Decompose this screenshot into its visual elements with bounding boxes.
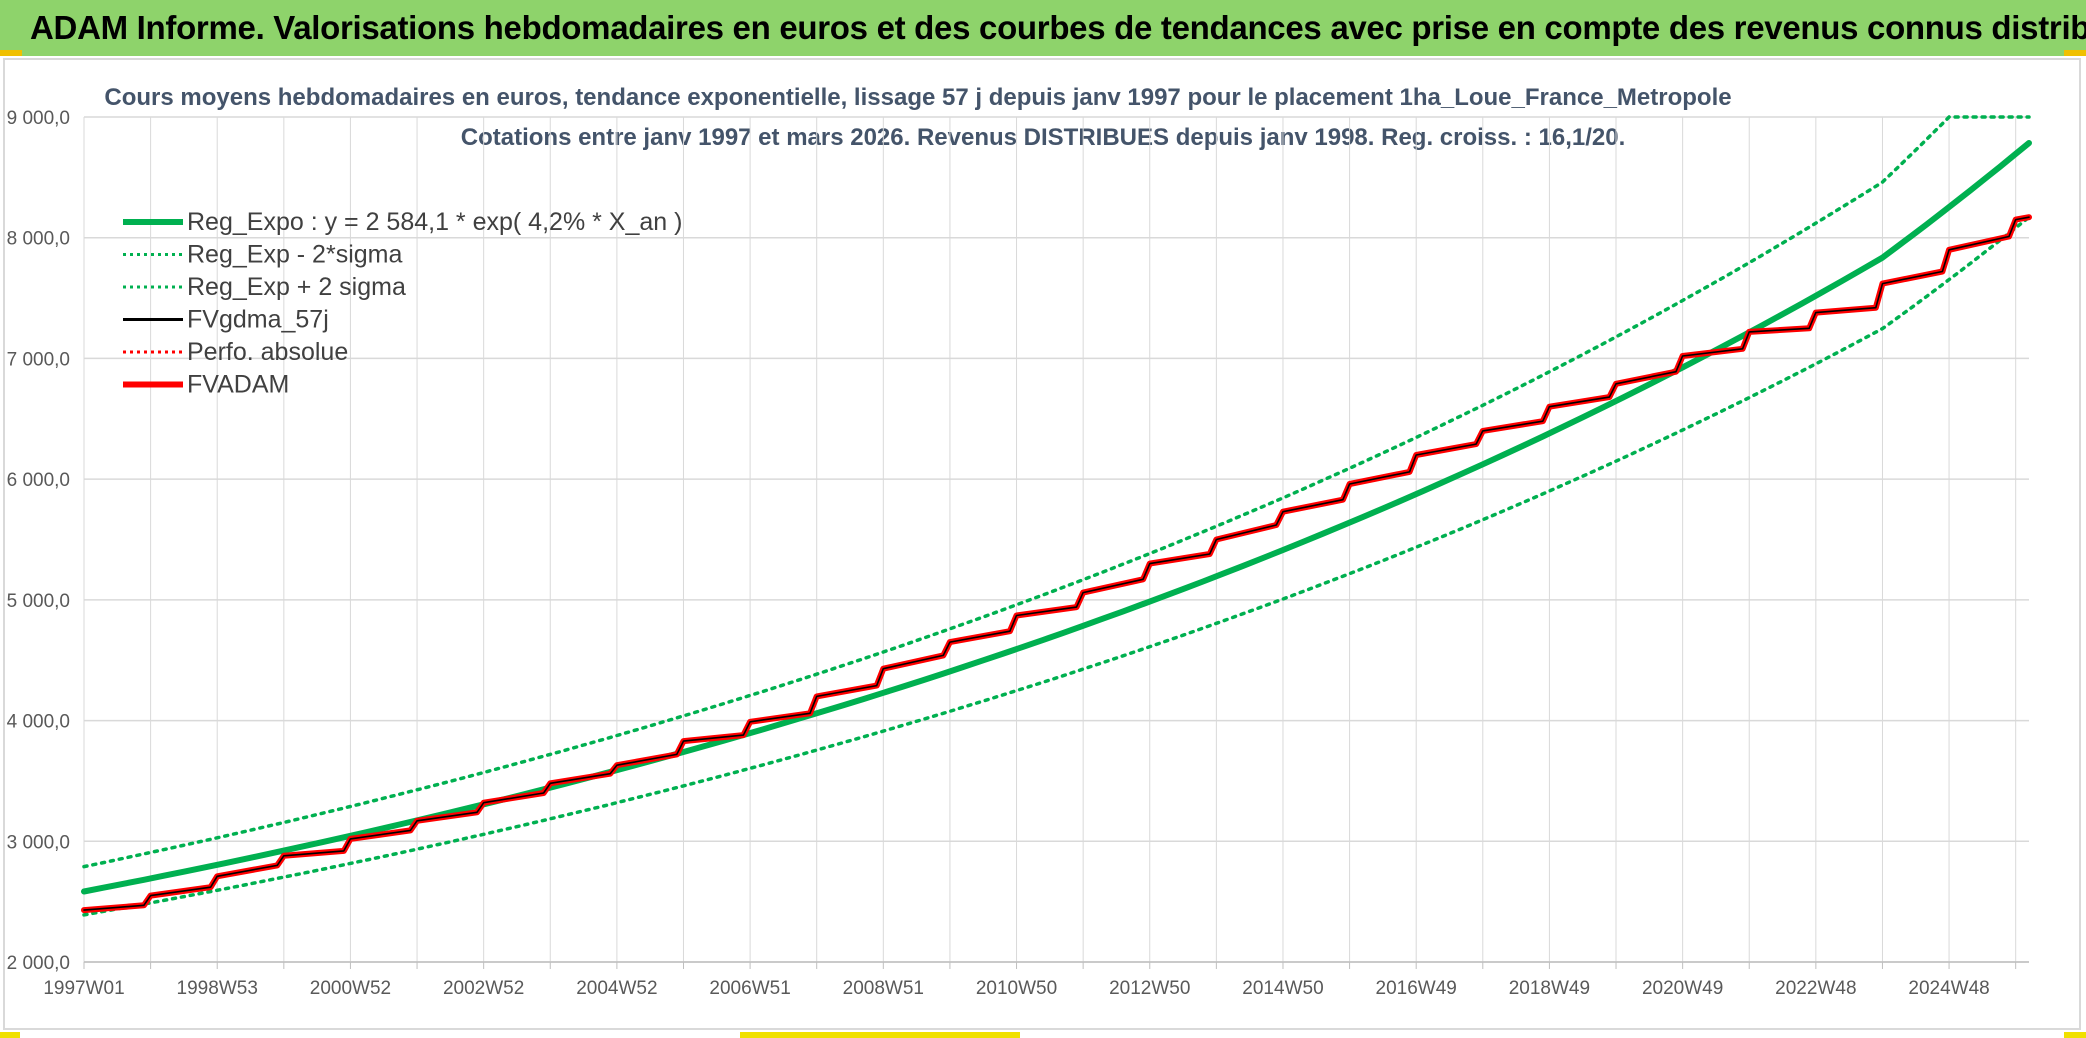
x-tick-label: 2008W51 bbox=[843, 978, 924, 999]
chart-title: Cours moyens hebdomadaires en euros, ten… bbox=[104, 84, 1731, 111]
bottom-accent-center bbox=[740, 1032, 1020, 1038]
x-tick-label: 2016W49 bbox=[1376, 978, 1457, 999]
bottom-accent-left bbox=[0, 1032, 20, 1038]
legend: Reg_Expo : y = 2 584,1 * exp( 4,2% * X_a… bbox=[123, 208, 682, 399]
legend-label-reg_expo: Reg_Expo : y = 2 584,1 * exp( 4,2% * X_a… bbox=[187, 208, 682, 236]
x-tick-label: 2024W48 bbox=[1908, 978, 1989, 999]
x-tick-label: 2010W50 bbox=[976, 978, 1057, 999]
x-tick-label: 2012W50 bbox=[1109, 978, 1190, 999]
x-tick-label: 1997W01 bbox=[43, 978, 124, 999]
y-tick-label: 9 000,0 bbox=[7, 108, 70, 129]
legend-label-reg_hi: Reg_Exp + 2 sigma bbox=[187, 273, 406, 301]
x-tick-label: 1998W53 bbox=[177, 978, 258, 999]
axes: 2 000,0 3 000,0 4 000,0 5 000,0 6 000,0 7 000… bbox=[7, 108, 2029, 999]
legend-label-reg_lo: Reg_Exp - 2*sigma bbox=[187, 241, 402, 269]
fvgdma-line bbox=[83, 216, 2030, 911]
y-tick-label: 3 000,0 bbox=[7, 832, 70, 853]
series bbox=[81, 115, 2032, 917]
reg-minus-2sigma-line bbox=[82, 215, 2031, 917]
x-tick-label: 2022W48 bbox=[1775, 978, 1856, 999]
x-tick-label: 2020W49 bbox=[1642, 978, 1723, 999]
fvadam-line bbox=[81, 214, 2032, 914]
x-tick-label: 2018W49 bbox=[1509, 978, 1590, 999]
y-tick-label: 4 000,0 bbox=[7, 712, 70, 733]
y-tick-label: 5 000,0 bbox=[7, 591, 70, 612]
y-tick-label: 7 000,0 bbox=[7, 349, 70, 370]
x-tick-label: 2004W52 bbox=[576, 978, 657, 999]
legend-label-perfo: Perfo. absolue bbox=[187, 338, 348, 366]
corner-accent-left bbox=[0, 50, 22, 56]
bottom-accent-right bbox=[2064, 1032, 2086, 1038]
legend-label-fvgdma: FVgdma_57j bbox=[187, 306, 329, 334]
x-tick-label: 2000W52 bbox=[310, 978, 391, 999]
chart-frame: Cours moyens hebdomadaires en euros, ten… bbox=[3, 58, 2081, 1030]
x-tick-label: 2006W51 bbox=[709, 978, 790, 999]
legend-label-fvadam: FVADAM bbox=[187, 371, 289, 399]
x-tick-label: 2014W50 bbox=[1242, 978, 1323, 999]
report-title: ADAM Informe. Valorisations hebdomadaire… bbox=[30, 9, 2086, 46]
x-tick-label: 2002W52 bbox=[443, 978, 524, 999]
y-tick-label: 6 000,0 bbox=[7, 470, 70, 491]
y-tick-label: 2 000,0 bbox=[7, 953, 70, 974]
y-tick-label: 8 000,0 bbox=[7, 229, 70, 250]
trend-chart: Cours moyens hebdomadaires en euros, ten… bbox=[7, 84, 2032, 999]
report-banner: ADAM Informe. Valorisations hebdomadaire… bbox=[0, 0, 2086, 56]
corner-accent-right bbox=[2064, 50, 2086, 56]
chart-subtitle: Cotations entre janv 1997 et mars 2026. … bbox=[461, 124, 1626, 151]
